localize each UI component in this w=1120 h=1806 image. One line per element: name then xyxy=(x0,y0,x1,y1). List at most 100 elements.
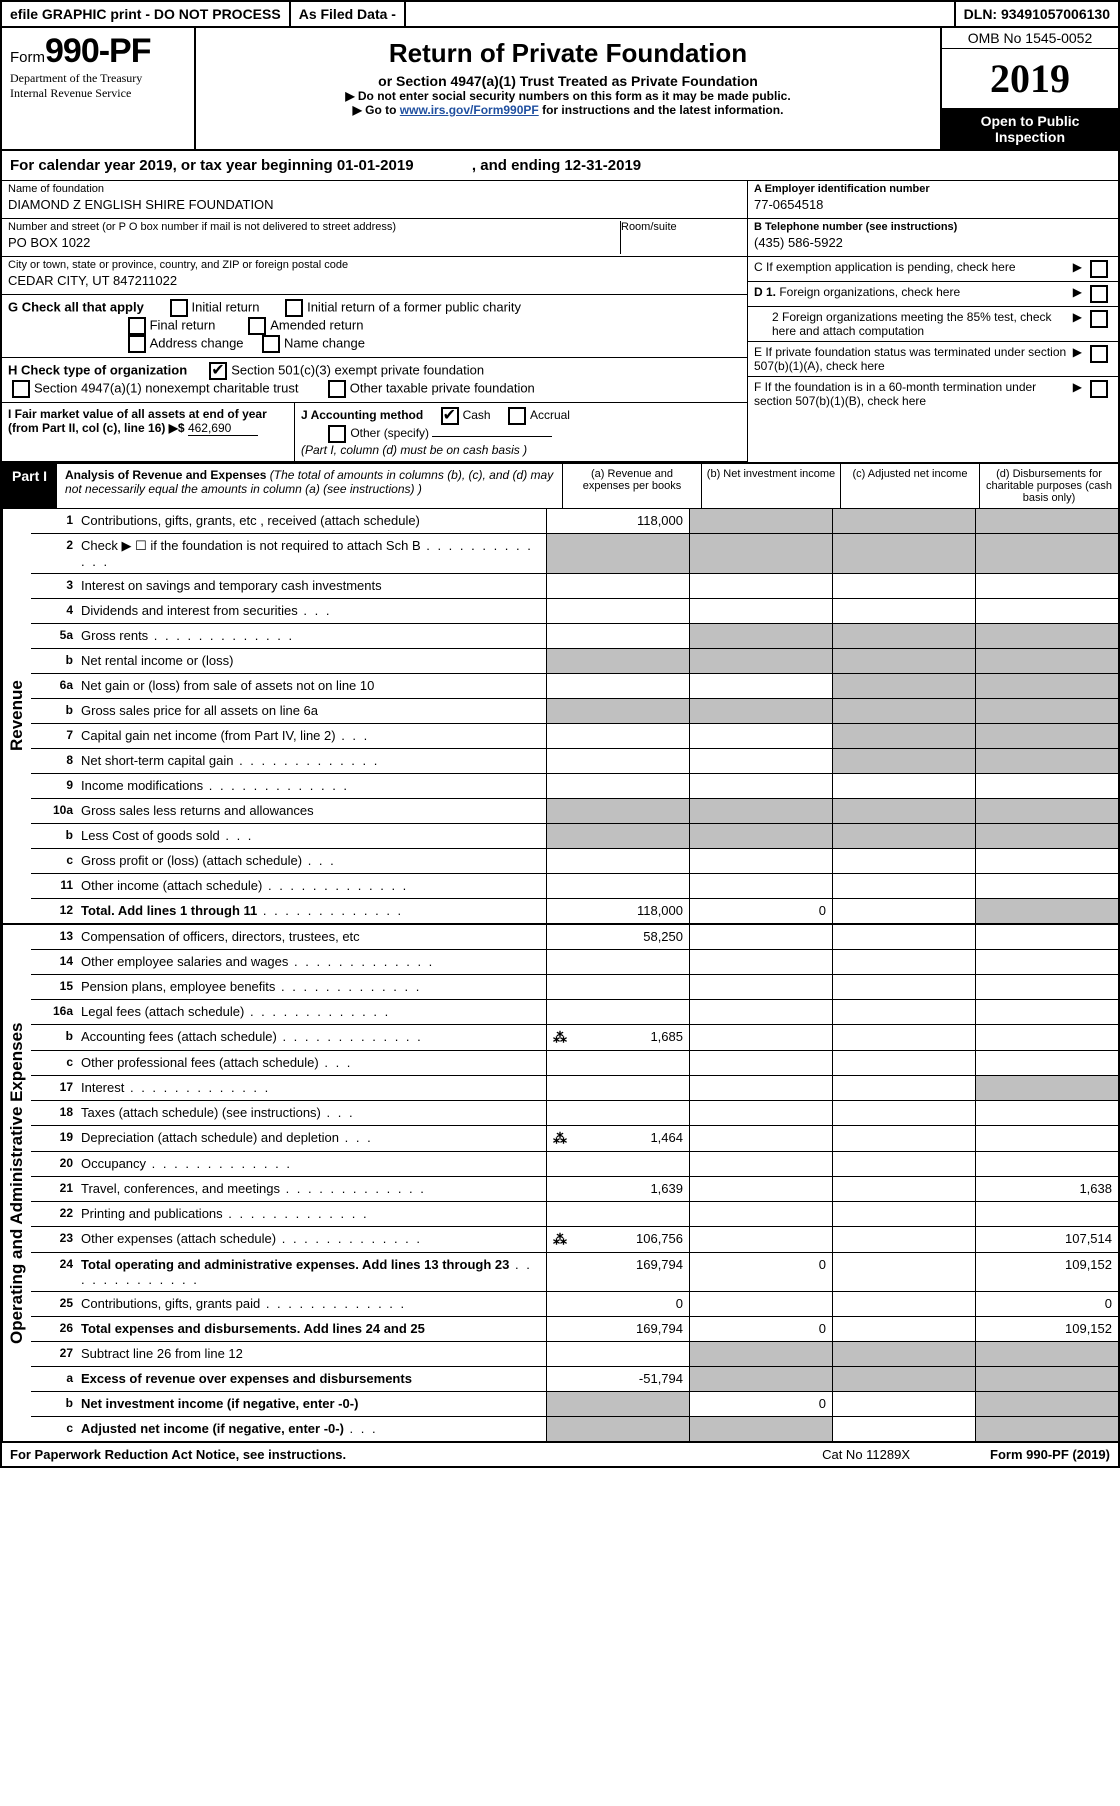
table-row: 13Compensation of officers, directors, t… xyxy=(31,925,1118,950)
attachment-icon[interactable]: ⁂ xyxy=(553,1130,567,1147)
final-return-checkbox[interactable] xyxy=(128,317,146,335)
footer-left: For Paperwork Reduction Act Notice, see … xyxy=(10,1447,346,1462)
dept-irs: Internal Revenue Service xyxy=(10,86,186,101)
amount-cell xyxy=(689,1227,832,1252)
f-text: F If the foundation is in a 60-month ter… xyxy=(754,380,1069,408)
ein-cell: A Employer identification number 77-0654… xyxy=(748,181,1118,219)
irs-link[interactable]: www.irs.gov/Form990PF xyxy=(400,103,539,117)
initial-former-checkbox[interactable] xyxy=(285,299,303,317)
row-number: b xyxy=(31,824,77,848)
amount-cell xyxy=(689,1367,832,1391)
name-label: Name of foundation xyxy=(8,183,741,195)
amount-cell xyxy=(832,1317,975,1341)
part1-header: Part I Analysis of Revenue and Expenses … xyxy=(0,464,1120,509)
cash-checkbox[interactable] xyxy=(441,407,459,425)
amount-cell xyxy=(546,674,689,698)
section-h: H Check type of organization Section 501… xyxy=(2,358,747,403)
amount-cell xyxy=(689,674,832,698)
row-desc: Interest xyxy=(77,1076,546,1100)
row-number: 22 xyxy=(31,1202,77,1226)
amount-cell: 1,639 xyxy=(546,1177,689,1201)
other-taxable-checkbox[interactable] xyxy=(328,380,346,398)
amount-cell xyxy=(832,1342,975,1366)
row-number: 12 xyxy=(31,899,77,923)
table-row: 27Subtract line 26 from line 12 xyxy=(31,1342,1118,1367)
opt-final: Final return xyxy=(150,317,216,332)
amount-cell xyxy=(832,1076,975,1100)
city-cell: City or town, state or province, country… xyxy=(2,257,747,295)
amount-cell xyxy=(975,674,1118,698)
dept-treasury: Department of the Treasury xyxy=(10,71,186,86)
amount-cell xyxy=(975,899,1118,923)
row-number: c xyxy=(31,1051,77,1075)
row-number: b xyxy=(31,699,77,723)
other-method-checkbox[interactable] xyxy=(328,425,346,443)
row-desc: Pension plans, employee benefits xyxy=(77,975,546,999)
row-desc: Accounting fees (attach schedule) xyxy=(77,1025,546,1050)
row-number: 9 xyxy=(31,774,77,798)
amount-cell xyxy=(975,1152,1118,1176)
amount-cell xyxy=(689,574,832,598)
amount-cell xyxy=(832,774,975,798)
4947-checkbox[interactable] xyxy=(12,380,30,398)
form-word: Form xyxy=(10,49,45,66)
amount-cell: -51,794 xyxy=(546,1367,689,1391)
efile-notice: efile GRAPHIC print - DO NOT PROCESS xyxy=(2,2,291,26)
amount-cell: 0 xyxy=(546,1292,689,1316)
amount-cell xyxy=(832,925,975,949)
initial-return-checkbox[interactable] xyxy=(170,299,188,317)
accrual-checkbox[interactable] xyxy=(508,407,526,425)
table-row: 9Income modifications xyxy=(31,774,1118,799)
amount-cell xyxy=(832,975,975,999)
amount-cell xyxy=(832,1051,975,1075)
form-id-box: Form990-PF Department of the Treasury In… xyxy=(2,28,196,149)
form-title: Return of Private Foundation xyxy=(206,38,930,69)
amount-cell xyxy=(975,1076,1118,1100)
row-number: 11 xyxy=(31,874,77,898)
instr-post: for instructions and the latest informat… xyxy=(539,103,784,117)
table-row: 16aLegal fees (attach schedule) xyxy=(31,1000,1118,1025)
amount-cell xyxy=(975,1051,1118,1075)
d1-checkbox[interactable] xyxy=(1090,285,1108,303)
d1-row: D 1. Foreign organizations, check here ▶ xyxy=(748,282,1118,307)
amended-checkbox[interactable] xyxy=(248,317,266,335)
d2-checkbox[interactable] xyxy=(1090,310,1108,328)
amount-cell xyxy=(975,824,1118,848)
row-desc: Contributions, gifts, grants paid xyxy=(77,1292,546,1316)
501c3-checkbox[interactable] xyxy=(209,362,227,380)
table-row: 6aNet gain or (loss) from sale of assets… xyxy=(31,674,1118,699)
c-checkbox[interactable] xyxy=(1090,260,1108,278)
row-desc: Total. Add lines 1 through 11 xyxy=(77,899,546,923)
amount-cell xyxy=(832,1367,975,1391)
amount-cell: 58,250 xyxy=(546,925,689,949)
amount-cell xyxy=(546,1202,689,1226)
table-row: 21Travel, conferences, and meetings1,639… xyxy=(31,1177,1118,1202)
amount-cell xyxy=(975,1025,1118,1050)
part1-desc: Analysis of Revenue and Expenses (The to… xyxy=(57,464,562,508)
amount-cell xyxy=(689,849,832,873)
f-checkbox[interactable] xyxy=(1090,380,1108,398)
foundation-name: DIAMOND Z ENGLISH SHIRE FOUNDATION xyxy=(8,195,741,216)
entity-info: Name of foundation DIAMOND Z ENGLISH SHI… xyxy=(0,181,1120,464)
amount-cell: 118,000 xyxy=(546,509,689,533)
column-headers: (a) Revenue and expenses per books (b) N… xyxy=(562,464,1118,508)
section-g: G Check all that apply Initial return In… xyxy=(2,295,747,358)
amount-cell xyxy=(546,1051,689,1075)
amount-cell xyxy=(832,534,975,573)
attachment-icon[interactable]: ⁂ xyxy=(553,1029,567,1046)
c-row: C If exemption application is pending, c… xyxy=(748,257,1118,282)
amount-cell: 0 xyxy=(689,899,832,923)
address-change-checkbox[interactable] xyxy=(128,335,146,353)
e-checkbox[interactable] xyxy=(1090,345,1108,363)
table-row: 3Interest on savings and temporary cash … xyxy=(31,574,1118,599)
attachment-icon[interactable]: ⁂ xyxy=(553,1231,567,1248)
row-number: 18 xyxy=(31,1101,77,1125)
amount-cell xyxy=(975,724,1118,748)
amount-cell xyxy=(689,1025,832,1050)
address-row: Number and street (or P O box number if … xyxy=(2,219,747,257)
name-change-checkbox[interactable] xyxy=(262,335,280,353)
row-desc: Gross sales less returns and allowances xyxy=(77,799,546,823)
amount-cell xyxy=(546,975,689,999)
opt-accrual: Accrual xyxy=(530,408,570,422)
table-row: 2Check ▶ ☐ if the foundation is not requ… xyxy=(31,534,1118,574)
